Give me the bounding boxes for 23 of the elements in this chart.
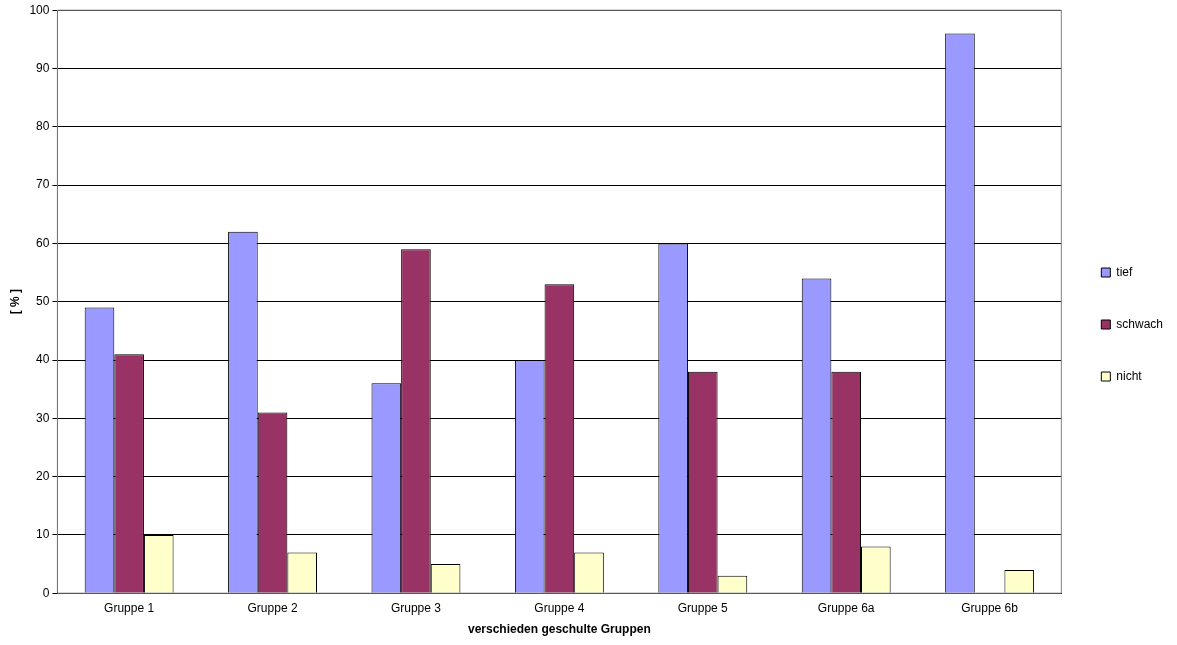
y-tick-label: 30 bbox=[36, 410, 50, 425]
y-tick-label: 10 bbox=[36, 527, 50, 542]
legend-label: schwach bbox=[1116, 316, 1163, 331]
x-axis-title: verschieden geschulte Gruppen bbox=[468, 622, 651, 637]
y-tick-label: 100 bbox=[29, 2, 50, 17]
legend-label: tief bbox=[1116, 264, 1133, 279]
x-tick-label: Gruppe 6a bbox=[817, 600, 875, 615]
x-tick-label: Gruppe 6b bbox=[961, 600, 1019, 615]
y-tick-label: 60 bbox=[36, 235, 50, 250]
y-tick-label: 50 bbox=[36, 294, 50, 309]
y-tick-label: 0 bbox=[42, 585, 50, 600]
y-tick-label: 90 bbox=[36, 60, 50, 75]
x-tick-label: Gruppe 1 bbox=[104, 600, 155, 615]
y-axis-title: [ % ] bbox=[7, 289, 22, 315]
y-tick-label: 80 bbox=[36, 119, 50, 134]
x-tick-label: Gruppe 3 bbox=[390, 600, 442, 615]
x-tick-label: Gruppe 5 bbox=[677, 600, 729, 615]
y-tick-label: 40 bbox=[36, 352, 50, 367]
legend-label: nicht bbox=[1116, 368, 1143, 383]
x-tick-label: Gruppe 4 bbox=[534, 600, 585, 615]
x-tick-label: Gruppe 2 bbox=[247, 600, 298, 615]
y-tick-label: 20 bbox=[36, 468, 50, 483]
y-tick-label: 70 bbox=[36, 177, 50, 192]
